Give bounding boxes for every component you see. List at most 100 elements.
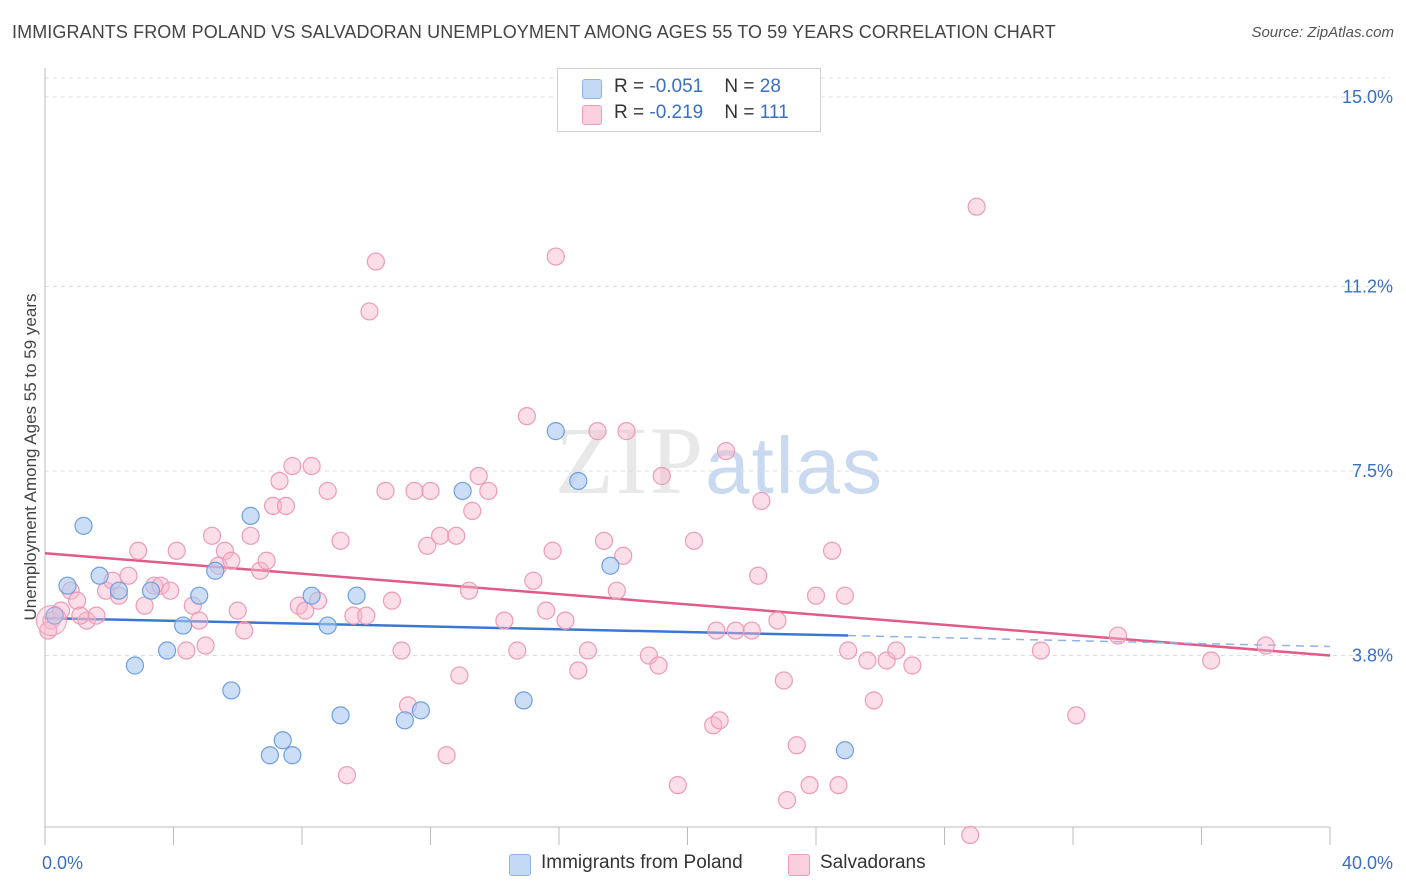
poland-point xyxy=(174,616,193,635)
salvadoran-point xyxy=(479,481,498,501)
salvadoran-point xyxy=(710,711,729,730)
salvadoran-point xyxy=(617,422,636,441)
salvadoran-point xyxy=(376,481,395,501)
salvadoran-point xyxy=(241,526,260,545)
salvadoran-point xyxy=(222,551,241,570)
salvadoran-point xyxy=(405,481,424,501)
salvadoran-point xyxy=(270,471,289,491)
legend-n-value: 28 xyxy=(759,76,781,97)
salvadoran-point xyxy=(366,252,385,271)
legend-n-value: 111 xyxy=(759,102,789,123)
salvadoran-point xyxy=(296,601,315,620)
salvadoran-point xyxy=(392,641,411,660)
salvadoran-point xyxy=(418,536,437,555)
salvadoran-point xyxy=(177,641,196,660)
salvadoran-point xyxy=(35,605,67,637)
salvadoran-point xyxy=(251,561,270,580)
points xyxy=(35,197,1275,845)
poland-point xyxy=(273,731,292,750)
salvadoran-point xyxy=(649,656,668,675)
poland-point xyxy=(90,566,109,585)
bottom-legend-label: Salvadorans xyxy=(820,852,926,873)
y-tick-label: 3.8% xyxy=(1352,646,1393,666)
poland-point xyxy=(347,586,366,605)
salvadoran-point xyxy=(431,526,450,545)
poland-point xyxy=(601,556,620,575)
y-axis-label: Unemployment Among Ages 55 to 59 years xyxy=(21,294,40,621)
salvadoran-point xyxy=(594,531,614,550)
poland-point xyxy=(331,706,350,725)
salvadoran-point xyxy=(858,651,877,670)
salvadoran-point xyxy=(903,656,922,675)
salvadoran-point xyxy=(543,541,562,560)
salvadoran-point xyxy=(578,641,598,660)
salvadoran-point xyxy=(1067,706,1086,725)
poland-point xyxy=(283,746,302,765)
salvadoran-point xyxy=(450,666,469,685)
salvadoran-point xyxy=(437,746,456,765)
legend-r-value: -0.051 xyxy=(649,76,704,97)
poland-point xyxy=(569,471,588,491)
poland-point xyxy=(546,422,565,441)
salvadoran-point xyxy=(135,596,154,615)
salvadoran-point xyxy=(967,197,986,216)
salvadoran-point xyxy=(546,247,565,266)
poland-point xyxy=(190,586,209,605)
poland-swatch xyxy=(582,79,602,99)
salvadoran-point xyxy=(822,541,842,560)
watermark-zip: ZIP xyxy=(555,407,705,514)
salvadoran-swatch xyxy=(582,105,602,125)
poland-point xyxy=(125,656,145,675)
salvadoran-point xyxy=(283,456,302,476)
x-tick-label-max: 40.0% xyxy=(1342,853,1393,873)
poland-point xyxy=(453,481,472,501)
salvadoran-point xyxy=(835,586,855,605)
legend-n-label: N = xyxy=(724,102,760,123)
poland-point xyxy=(109,581,128,600)
salvadoran-point xyxy=(167,541,186,560)
salvadoran-point xyxy=(119,566,138,585)
legend-r-label: R = xyxy=(614,102,650,123)
salvadoran-point xyxy=(357,606,376,625)
salvadoran-swatch xyxy=(788,854,810,876)
y-tick-label: 11.2% xyxy=(1343,276,1393,296)
salvadoran-point xyxy=(508,641,527,660)
salvadoran-point xyxy=(524,571,543,590)
poland-point xyxy=(395,711,414,730)
salvadoran-point xyxy=(537,601,556,620)
salvadoran-point xyxy=(382,591,402,610)
legend-r-value: -0.219 xyxy=(649,102,704,123)
salvadoran-point xyxy=(71,606,90,625)
salvadoran-point xyxy=(302,456,321,476)
salvadoran-point xyxy=(344,606,363,625)
poland-point xyxy=(206,561,225,580)
salvadoran-point xyxy=(459,581,479,600)
salvadoran-point xyxy=(614,546,633,565)
poland-point xyxy=(74,516,93,535)
salvadoran-point xyxy=(639,646,659,665)
salvadoran-point xyxy=(447,526,466,545)
poland-point xyxy=(302,586,321,605)
salvadoran-point xyxy=(777,791,797,810)
salvadoran-point xyxy=(360,302,379,321)
salvadoran-point xyxy=(235,621,254,640)
salvadoran-point xyxy=(1108,626,1128,645)
salvadoran-point xyxy=(202,526,222,545)
salvadoran-point xyxy=(556,611,575,630)
salvadoran-point xyxy=(607,581,626,600)
salvadoran-point xyxy=(800,776,819,795)
salvadoran-point xyxy=(129,541,148,560)
axes xyxy=(44,68,1331,845)
salvadoran-point xyxy=(257,551,276,570)
legend-n-label: N = xyxy=(724,76,760,97)
poland-point xyxy=(241,506,260,525)
salvadoran-point xyxy=(1256,636,1275,655)
poland-point xyxy=(411,701,430,720)
salvadoran-point xyxy=(668,776,687,795)
salvadoran-point xyxy=(1202,651,1221,670)
salvadoran-point xyxy=(337,766,357,785)
bottom-legend-label: Immigrants from Poland xyxy=(541,852,743,873)
salvadoran-point xyxy=(839,641,858,660)
poland-point xyxy=(45,606,64,625)
